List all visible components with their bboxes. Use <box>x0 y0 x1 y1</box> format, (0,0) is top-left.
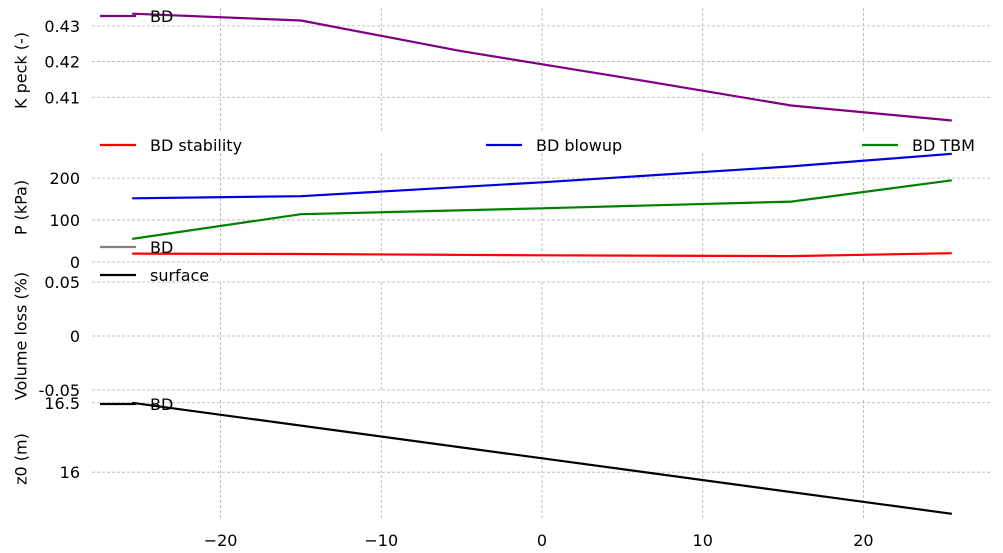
x-tick-label: 10 <box>693 531 713 550</box>
legend-label: BD stability <box>150 136 242 155</box>
y-tick-label: 0.05 <box>44 273 80 292</box>
y-axis-label: z0 (m) <box>12 433 31 485</box>
series-line-bd-blowup <box>132 152 952 200</box>
legend-label: BD blowup <box>536 136 622 155</box>
series-line-bd <box>132 12 952 122</box>
x-tick-label: −20 <box>204 531 238 550</box>
y-tick-label: 0 <box>70 253 80 272</box>
legend-label: BD TBM <box>912 136 975 155</box>
y-tick-label: 0.41 <box>44 88 80 107</box>
legend-label: BD <box>150 395 173 414</box>
y-tick-label: 100 <box>49 211 80 230</box>
y-axis-label: K peck (-) <box>12 32 31 109</box>
y-tick-label: 0 <box>70 327 80 346</box>
legend-label: BD <box>150 7 173 26</box>
y-axis-label: P (kPa) <box>12 180 31 235</box>
legend-label: surface <box>150 266 209 285</box>
x-tick-label: −10 <box>364 531 398 550</box>
y-tick-label: 16.5 <box>44 394 80 413</box>
y-tick-label: 16 <box>60 463 80 482</box>
x-tick-label: 20 <box>853 531 873 550</box>
legend-label: BD <box>150 238 173 257</box>
series-line-bd <box>132 401 952 515</box>
x-tick-label: 0 <box>537 531 547 550</box>
series-line-bd-stability <box>132 252 952 258</box>
y-tick-label: 200 <box>49 169 80 188</box>
y-tick-label: 0.43 <box>44 17 80 36</box>
y-tick-label: 0.42 <box>44 53 80 72</box>
y-axis-label: Volume loss (%) <box>12 272 31 400</box>
series-line-bd-tbm <box>132 179 952 240</box>
y-tick-label: -0.05 <box>39 381 80 400</box>
